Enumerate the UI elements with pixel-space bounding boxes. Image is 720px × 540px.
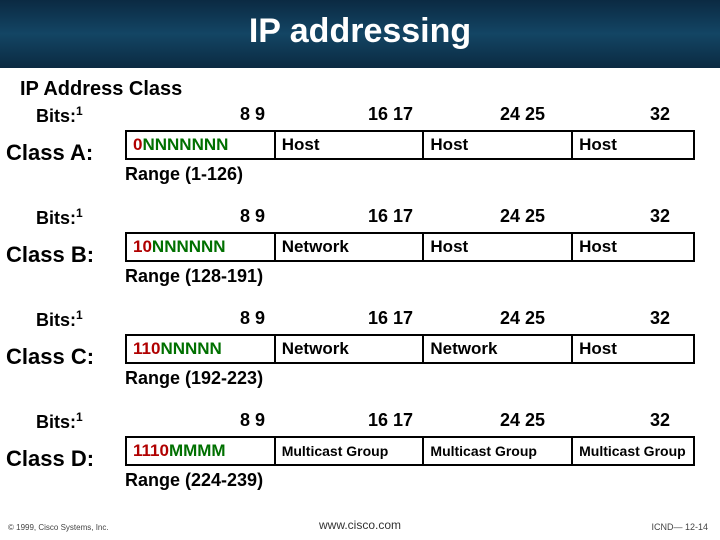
content-area: Bits:1 8 9 16 17 24 25 32 Class A: 0NNNN… [0,104,720,512]
class-b-octet2: Network [276,234,425,260]
class-d-block: Bits:1 8 9 16 17 24 25 32 Class D: 1110M… [0,410,720,510]
class-d-range: Range (224-239) [125,470,263,491]
tick-8-9: 8 9 [240,308,265,329]
tick-8-9: 8 9 [240,104,265,125]
class-a-octet2: Host [276,132,425,158]
tick-32: 32 [650,104,670,125]
class-d-label: Class D: [6,446,94,472]
tick-16-17: 16 17 [368,308,413,329]
class-c-octet3: Network [424,336,573,362]
class-b-octet4: Host [573,234,693,260]
prefix-body: NNNNN [160,339,221,359]
bits-sup: 1 [76,308,83,322]
class-d-octet3: Multicast Group [424,438,573,464]
class-c-octet2: Network [276,336,425,362]
prefix-lead: 0 [133,135,142,155]
footer-slide-ref: ICND— 12-14 [651,522,708,532]
tick-16-17: 16 17 [368,410,413,431]
class-c-range: Range (192-223) [125,368,263,389]
class-b-range: Range (128-191) [125,266,263,287]
prefix-body: NNNNNN [152,237,226,257]
bits-text: Bits: [36,208,76,228]
class-d-octet2: Multicast Group [276,438,425,464]
tick-32: 32 [650,410,670,431]
bits-label: Bits:1 [36,104,83,127]
tick-8-9: 8 9 [240,206,265,227]
tick-24-25: 24 25 [500,308,545,329]
bits-text: Bits: [36,310,76,330]
class-b-octet3: Host [424,234,573,260]
class-c-block: Bits:1 8 9 16 17 24 25 32 Class C: 110NN… [0,308,720,408]
footer-copyright: © 1999, Cisco Systems, Inc. [8,523,109,532]
class-b-label: Class B: [6,242,94,268]
prefix-lead: 1110 [133,441,169,461]
bits-label: Bits:1 [36,206,83,229]
bits-sup: 1 [76,410,83,424]
bits-label: Bits:1 [36,308,83,331]
class-a-range: Range (1-126) [125,164,243,185]
prefix-body: MMMM [169,441,226,461]
class-b-octet1: 10NNNNNN [127,234,276,260]
bits-label: Bits:1 [36,410,83,433]
class-d-octet1: 1110MMMM [127,438,276,464]
tick-16-17: 16 17 [368,206,413,227]
bits-text: Bits: [36,106,76,126]
tick-32: 32 [650,308,670,329]
prefix-body: NNNNNNN [142,135,228,155]
class-d-octets: 1110MMMM Multicast Group Multicast Group… [125,436,695,466]
class-a-octet3: Host [424,132,573,158]
tick-24-25: 24 25 [500,206,545,227]
bits-text: Bits: [36,412,76,432]
class-c-octets: 110NNNNN Network Network Host [125,334,695,364]
class-a-label: Class A: [6,140,93,166]
class-c-octet4: Host [573,336,693,362]
class-c-octet1: 110NNNNN [127,336,276,362]
prefix-lead: 110 [133,339,160,359]
prefix-lead: 10 [133,237,152,257]
class-a-octet1: 0NNNNNNN [127,132,276,158]
slide-title: IP addressing [249,12,471,51]
class-b-block: Bits:1 8 9 16 17 24 25 32 Class B: 10NNN… [0,206,720,306]
class-a-block: Bits:1 8 9 16 17 24 25 32 Class A: 0NNNN… [0,104,720,204]
class-b-octets: 10NNNNNN Network Host Host [125,232,695,262]
tick-24-25: 24 25 [500,410,545,431]
class-d-octet4: Multicast Group [573,438,693,464]
tick-16-17: 16 17 [368,104,413,125]
tick-8-9: 8 9 [240,410,265,431]
tick-24-25: 24 25 [500,104,545,125]
class-c-label: Class C: [6,344,94,370]
class-a-octet4: Host [573,132,693,158]
slide-subtitle: IP Address Class [20,78,182,101]
tick-32: 32 [650,206,670,227]
class-a-octets: 0NNNNNNN Host Host Host [125,130,695,160]
bits-sup: 1 [76,104,83,118]
slide-header: IP addressing [0,0,720,68]
footer-url: www.cisco.com [319,518,401,532]
bits-sup: 1 [76,206,83,220]
